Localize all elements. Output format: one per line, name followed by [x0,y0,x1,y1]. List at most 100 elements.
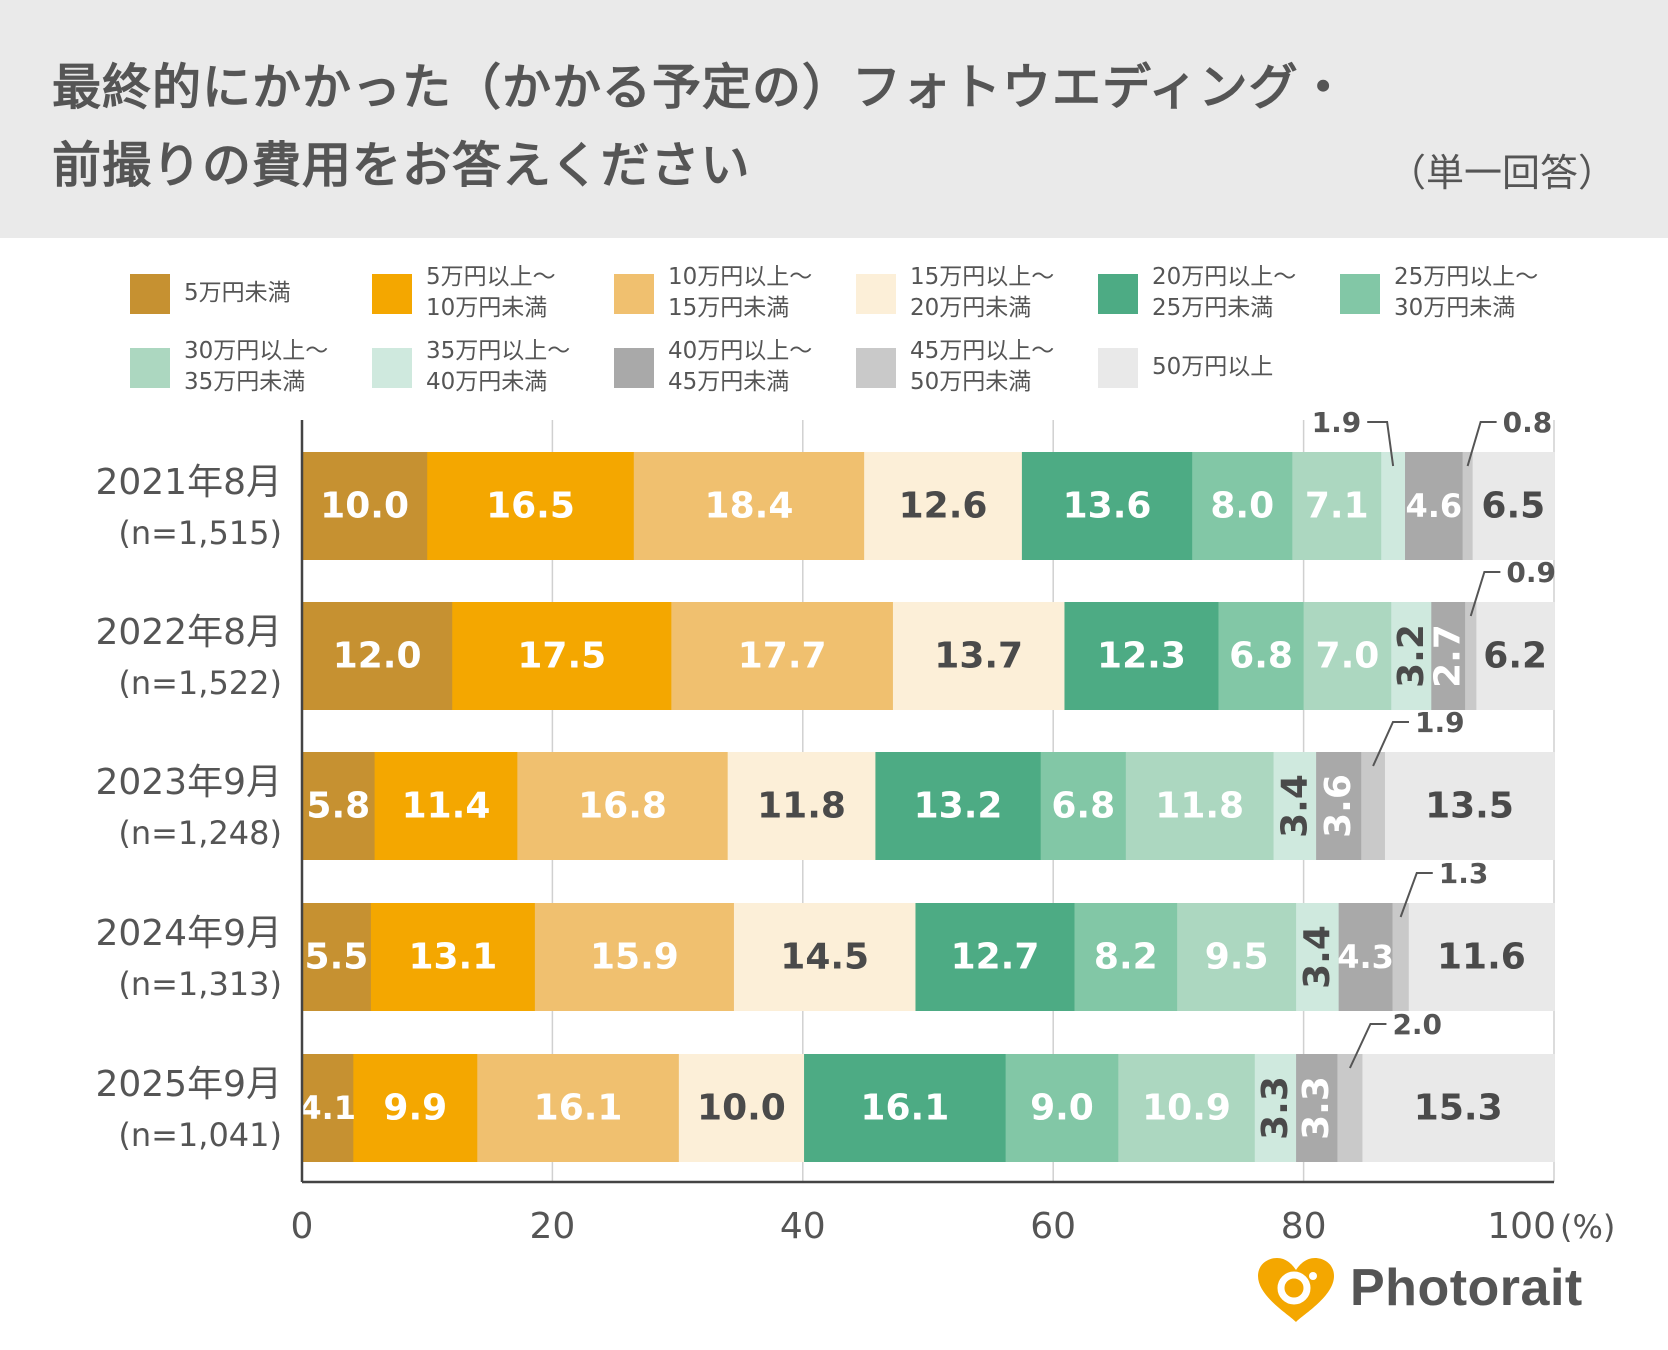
bar-segment [1292,452,1382,560]
data-label: 11.8 [1155,786,1244,827]
data-label: 4.3 [1337,938,1394,976]
logo-text: Photorait [1350,1259,1583,1317]
data-label: 8.2 [1094,937,1158,978]
data-label: 12.3 [1097,636,1186,677]
chart-subtitle: （単一回答） [1387,151,1616,195]
bar-segment [534,903,735,1011]
data-label: 7.0 [1316,636,1380,677]
row-sample-size: (n=1,313) [118,965,282,1003]
data-label: 2.0 [1392,1008,1442,1041]
data-label: 12.7 [951,937,1040,978]
leader-line [1466,421,1497,467]
legend-swatch [856,348,896,388]
bar-segment [1338,903,1393,1011]
data-label: 3.4 [1274,774,1315,838]
legend-label: 40万円以上〜 45万円未満 [668,338,813,395]
bar-segment [1392,903,1410,1011]
bar-segment [452,602,672,710]
heart-camera-logo-icon [1258,1258,1334,1322]
leader-line [1372,721,1409,767]
bar-segment [727,752,876,860]
data-label: 7.1 [1305,486,1369,527]
data-label: 3.3 [1255,1076,1296,1140]
data-label: 15.9 [590,937,679,978]
data-label: 10.9 [1142,1088,1231,1129]
data-label: 16.5 [486,486,575,527]
data-label: 6.2 [1483,636,1547,677]
bar-segment [302,1054,354,1162]
stacked-bar-chart: 10.0 16.5 18.4 12.6 13.6 8.0 7.1 1.9 4.6 0.8 6.5 20… [95,406,1615,1247]
legend-swatch [1098,274,1138,314]
bar-segment [1177,903,1297,1011]
bar-segment [1192,452,1293,560]
bar-segment [374,752,518,860]
bar-segment [477,1054,680,1162]
data-label: 5.5 [305,937,369,978]
bar-segment [1472,452,1555,560]
data-label: 13.1 [408,937,497,978]
legend-label: 20万円以上〜 25万円未満 [1152,264,1297,321]
bar-segment [678,1054,805,1162]
bar-segment [864,452,1023,560]
leader-line [1399,872,1433,918]
bar-segment [1273,752,1317,860]
data-label: 9.9 [383,1088,447,1129]
chart-title-line-1: 最終的にかかった（かかる予定の）フォトウエディング・ [52,59,1349,116]
bar-segment [1391,602,1432,710]
bar-segment [1405,452,1464,560]
data-label: 1.9 [1312,406,1362,439]
data-label: 11.8 [757,786,846,827]
bar-segment [1296,903,1340,1011]
data-label: 3.3 [1296,1076,1337,1140]
bar-segment [1125,752,1275,860]
bar-segment [804,1054,1007,1162]
row-label: 2021年8月 [95,462,282,503]
data-label: 14.5 [780,937,869,978]
data-label: 9.5 [1205,937,1269,978]
legend-label: 10万円以上〜 15万円未満 [668,264,813,321]
row-label: 2023年9月 [95,762,282,803]
data-label: 1.3 [1439,857,1489,890]
legend-label: 25万円以上〜 30万円未満 [1394,264,1539,321]
legend-label: 35万円以上〜 40万円未満 [426,338,571,395]
row-sample-size: (n=1,522) [118,664,282,702]
data-label: 15.3 [1414,1088,1503,1129]
legend-label: 50万円以上 [1152,353,1274,380]
chart-title-line-2: 前撮りの費用をお答えください [52,137,751,194]
legend-swatch [856,274,896,314]
legend-label: 5万円未満 [184,279,291,306]
legend-label: 30万円以上〜 35万円未満 [184,338,329,395]
data-label: 17.7 [738,636,827,677]
bar-segment [353,1054,478,1162]
bar-segment [427,452,635,560]
bar-segment [1362,1054,1555,1162]
data-label: 11.6 [1437,937,1526,978]
bar-segment [733,903,916,1011]
row-sample-size: (n=1,041) [118,1116,282,1154]
legend-label: 5万円以上〜 10万円未満 [426,264,556,321]
legend-swatch [372,348,412,388]
bar-segment [370,903,536,1011]
bar-segment [1465,602,1477,710]
bar-segment [1316,752,1362,860]
bar-segment [1476,602,1555,710]
data-label: 13.2 [914,786,1003,827]
legend: 5万円未満 5万円以上〜 10万円未満 10万円以上〜 15万円未満 15万円以上〜 … [130,262,1590,402]
bar-segment [302,903,372,1011]
data-label: 9.0 [1030,1088,1094,1129]
x-tick-label: 60 [1030,1206,1076,1247]
data-label: 16.1 [534,1088,623,1129]
row-sample-size: (n=1,248) [118,814,282,852]
bar-segment [1021,452,1193,560]
bar-segment [1005,1054,1119,1162]
row-label: 2024年9月 [95,913,282,954]
data-label: 4.1 [299,1089,356,1127]
data-label: 3.2 [1391,624,1432,688]
bar-segment [1462,452,1474,560]
bar-segment [1254,1054,1297,1162]
bar-segment [1337,1054,1363,1162]
data-label: 13.7 [934,636,1023,677]
leader-line [1349,1023,1387,1069]
data-label: 11.4 [402,786,491,827]
data-label: 6.8 [1051,786,1115,827]
